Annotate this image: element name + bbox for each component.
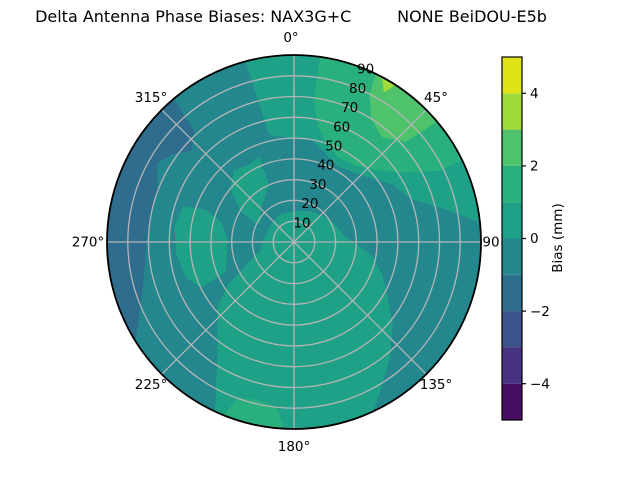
- colorbar-segment: [502, 274, 522, 312]
- contour-region-2to3: [369, 73, 438, 142]
- radial-tick-label-40: 40: [317, 158, 334, 174]
- colorbar-segment: [502, 311, 522, 348]
- radial-tick-label-10: 10: [293, 215, 310, 231]
- colorbar-segment: [502, 202, 522, 239]
- colorbar-tick-label: 2: [530, 159, 539, 175]
- colorbar-tick-label: 0: [530, 231, 539, 247]
- azimuth-tick-labels: 0° 45° 90 135° 180° 225° 270° 315°: [72, 30, 500, 455]
- colorbar-segment: [502, 238, 522, 275]
- colorbar-segment: [502, 383, 522, 420]
- azimuth-label-225: 225°: [135, 377, 168, 393]
- colorbar-tick-labels: 4 2 0 −2 −4: [530, 86, 550, 392]
- grid-spoke-45-225: [161, 109, 427, 375]
- colorbar-segment: [502, 93, 522, 130]
- plot-title: Delta Antenna Phase Biases: NAX3G+C NONE…: [35, 7, 547, 26]
- radial-tick-label-50: 50: [325, 139, 342, 155]
- azimuth-label-315: 315°: [135, 90, 168, 106]
- colorbar: 4 2 0 −2 −4 Bias (mm): [501, 56, 566, 421]
- colorbar-tick-label: −4: [530, 376, 550, 392]
- azimuth-label-180: 180°: [278, 439, 311, 455]
- contour-region-3to4: [381, 76, 396, 93]
- colorbar-segments: [502, 57, 522, 420]
- azimuth-label-45: 45°: [424, 90, 448, 106]
- colorbar-segment: [502, 57, 522, 94]
- colorbar-segment: [502, 129, 522, 166]
- colorbar-segment: [502, 347, 522, 384]
- radial-tick-label-70: 70: [341, 100, 358, 116]
- colorbar-axis-label: Bias (mm): [550, 203, 566, 272]
- radial-tick-labels: 10 20 30 40 50 60 70 80 90: [293, 62, 374, 232]
- radial-tick-label-60: 60: [333, 119, 350, 135]
- radial-tick-label-80: 80: [349, 81, 366, 97]
- plot-rim: [106, 54, 482, 430]
- azimuth-label-0: 0°: [283, 30, 298, 46]
- colorbar-segment: [502, 165, 522, 203]
- radial-tick-label-20: 20: [301, 196, 318, 212]
- colorbar-ticks: [522, 92, 526, 385]
- polar-grid: [107, 55, 481, 429]
- contour-region-minus2tominus1: [107, 98, 194, 342]
- azimuth-label-270: 270°: [72, 235, 105, 251]
- colorbar-tick-label: 4: [530, 86, 539, 102]
- colorbar-tick-label: −2: [530, 304, 550, 320]
- azimuth-label-135: 135°: [420, 377, 453, 393]
- radial-tick-label-90: 90: [357, 62, 374, 78]
- azimuth-label-90: 90: [482, 235, 499, 251]
- radial-tick-label-30: 30: [309, 177, 326, 193]
